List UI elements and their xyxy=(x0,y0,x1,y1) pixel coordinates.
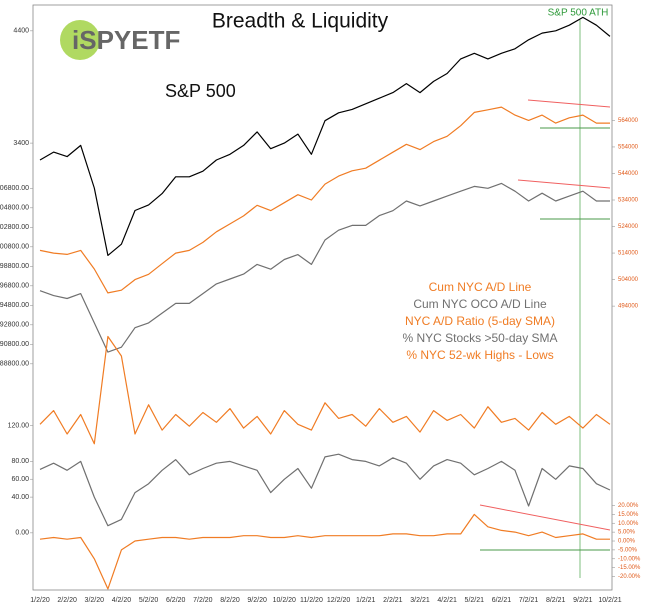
y-tick-label: 564000 xyxy=(618,118,639,124)
y-tick-label: 20.00% xyxy=(618,503,639,509)
y-tick-label: 102800.00 xyxy=(0,224,29,231)
y-tick-label: 0.00 xyxy=(15,530,29,537)
y-tick-label: 92800.00 xyxy=(0,322,29,329)
x-tick-label: 2/2/20 xyxy=(57,597,77,604)
x-tick-label: 6/2/21 xyxy=(492,597,512,604)
annotation: S&P 500 xyxy=(165,81,236,101)
x-tick-label: 2/2/21 xyxy=(383,597,403,604)
annotation: S&P 500 ATH xyxy=(548,8,609,19)
y-tick-label: -15.00% xyxy=(618,565,641,571)
y-tick-label: 5.00% xyxy=(618,530,636,536)
y-tick-label: -20.00% xyxy=(618,574,641,580)
x-tick-label: 4/2/21 xyxy=(437,597,457,604)
trend-line xyxy=(517,179,611,189)
chart-title: Breadth & Liquidity xyxy=(212,10,389,33)
trend-line xyxy=(527,99,611,108)
legend-label: % NYC 52-wk Highs - Lows xyxy=(406,348,553,362)
x-tick-label: 12/2/20 xyxy=(327,597,350,604)
series-line xyxy=(39,335,611,445)
x-tick-label: 3/2/21 xyxy=(410,597,430,604)
x-tick-label: 7/2/20 xyxy=(193,597,213,604)
trend-lines xyxy=(479,99,611,551)
x-tick-label: 7/2/21 xyxy=(519,597,539,604)
x-tick-label: 9/2/20 xyxy=(247,597,267,604)
y-tick-label: 106800.00 xyxy=(0,185,29,192)
legend-label: Cum NYC A/D Line xyxy=(429,280,532,294)
y-tick-label: 88800.00 xyxy=(0,361,29,368)
x-tick-label: 10/2/20 xyxy=(273,597,296,604)
x-tick-label: 10/2/21 xyxy=(598,597,621,604)
y-tick-label: 4400 xyxy=(13,28,29,35)
logo: iSPYETF xyxy=(60,20,180,60)
y-tick-label: 60.00 xyxy=(11,476,29,483)
y-tick-label: 494000 xyxy=(618,304,639,310)
x-tick-label: 3/2/20 xyxy=(85,597,105,604)
y-tick-label: 90800.00 xyxy=(0,341,29,348)
logo-mark xyxy=(60,20,100,60)
y-tick-label: 10.00% xyxy=(618,521,639,527)
legend-label: Cum NYC OCO A/D Line xyxy=(413,297,547,311)
y-tick-label: 534000 xyxy=(618,198,639,204)
y-tick-label: 120.00 xyxy=(8,423,30,430)
y-tick-label: -10.00% xyxy=(618,556,641,562)
x-tick-label: 5/2/21 xyxy=(465,597,485,604)
y-tick-label: 514000 xyxy=(618,251,639,257)
x-tick-label: 9/2/21 xyxy=(573,597,593,604)
x-tick-label: 4/2/20 xyxy=(112,597,132,604)
x-tick-label: 1/2/21 xyxy=(356,597,376,604)
y-tick-label: 3400 xyxy=(13,140,29,147)
y-tick-label: 80.00 xyxy=(11,458,29,465)
y-tick-label: -5.00% xyxy=(618,547,638,553)
y-tick-label: 104800.00 xyxy=(0,205,29,212)
logo-text: iSPYETF xyxy=(72,25,180,55)
y-tick-label: 98800.00 xyxy=(0,263,29,270)
y-tick-label: 524000 xyxy=(618,224,639,230)
legend-label: NYC A/D Ratio (5-day SMA) xyxy=(405,314,555,328)
series-line xyxy=(39,453,611,527)
plot-frame xyxy=(32,4,613,591)
x-tick-label: 8/2/20 xyxy=(220,597,240,604)
y-tick-label: 96800.00 xyxy=(0,283,29,290)
series-line xyxy=(39,16,611,256)
x-tick-label: 11/2/20 xyxy=(300,597,323,604)
y-tick-label: 554000 xyxy=(618,145,639,151)
legend-label: % NYC Stocks >50-day SMA xyxy=(402,331,557,345)
x-tick-label: 6/2/20 xyxy=(166,597,186,604)
y-tick-label: 40.00 xyxy=(11,494,29,501)
trend-line xyxy=(479,504,611,531)
y-tick-label: 544000 xyxy=(618,171,639,177)
series-line xyxy=(39,106,610,294)
y-tick-label: 15.00% xyxy=(618,512,639,518)
x-tick-label: 5/2/20 xyxy=(139,597,159,604)
series-line xyxy=(39,513,610,590)
series-line xyxy=(39,182,610,353)
y-tick-label: 0.00% xyxy=(618,539,636,545)
y-tick-label: 94800.00 xyxy=(0,302,29,309)
x-tick-label: 8/2/21 xyxy=(546,597,566,604)
x-tick-label: 1/2/20 xyxy=(30,597,50,604)
y-tick-label: 504000 xyxy=(618,277,639,283)
y-tick-label: 100800.00 xyxy=(0,244,29,251)
